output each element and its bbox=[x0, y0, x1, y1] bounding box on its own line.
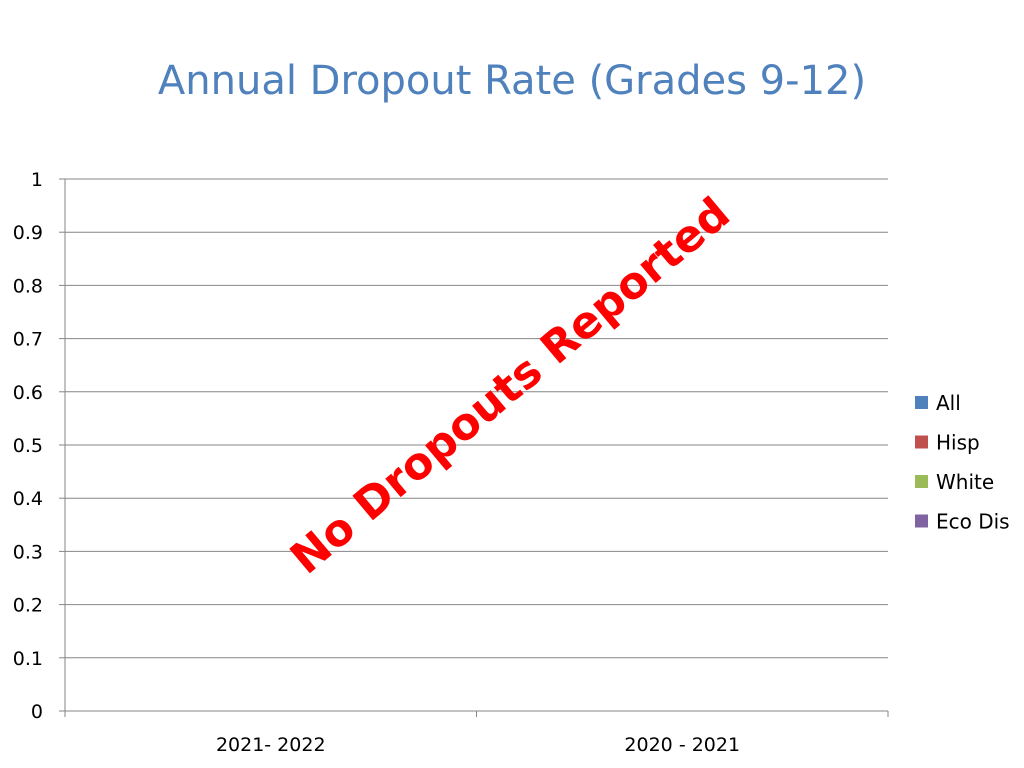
y-tick-label: 0.6 bbox=[13, 382, 43, 404]
y-tick-label: 0.1 bbox=[13, 648, 43, 670]
legend-swatch bbox=[915, 475, 928, 488]
x-tick-label: 2020 - 2021 bbox=[624, 734, 740, 756]
legend-label: All bbox=[936, 391, 961, 415]
legend-swatch bbox=[915, 396, 928, 409]
y-tick-label: 1 bbox=[31, 169, 43, 191]
chart-title: Annual Dropout Rate (Grades 9-12) bbox=[157, 58, 867, 104]
legend-label: Eco Dis bbox=[936, 510, 1010, 534]
y-tick-label: 0.5 bbox=[13, 435, 43, 457]
y-tick-label: 0 bbox=[31, 701, 43, 723]
legend-label: Hisp bbox=[936, 431, 980, 455]
legend: All Hisp White Eco Dis bbox=[915, 391, 1010, 534]
y-tick-label: 0.3 bbox=[13, 541, 43, 563]
y-tick-label: 0.2 bbox=[13, 595, 43, 617]
y-tick-label: 0.7 bbox=[13, 329, 43, 351]
x-tick-label: 2021- 2022 bbox=[216, 734, 326, 756]
axes bbox=[59, 178, 889, 717]
y-axis-tick-labels: 0 0.1 0.2 0.3 0.4 0.5 0.6 0.7 0.8 0.9 1 bbox=[13, 169, 43, 723]
y-tick-label: 0.4 bbox=[13, 488, 43, 510]
y-tick-label: 0.8 bbox=[13, 275, 43, 297]
no-dropouts-annotation: No Dropouts Reported bbox=[281, 188, 740, 584]
legend-swatch bbox=[915, 514, 928, 528]
y-tick-label: 0.9 bbox=[13, 222, 43, 244]
x-axis-tick-labels: 2021- 2022 2020 - 2021 bbox=[216, 734, 740, 756]
gridlines bbox=[65, 178, 888, 659]
legend-swatch bbox=[915, 435, 928, 449]
legend-label: White bbox=[936, 470, 994, 494]
